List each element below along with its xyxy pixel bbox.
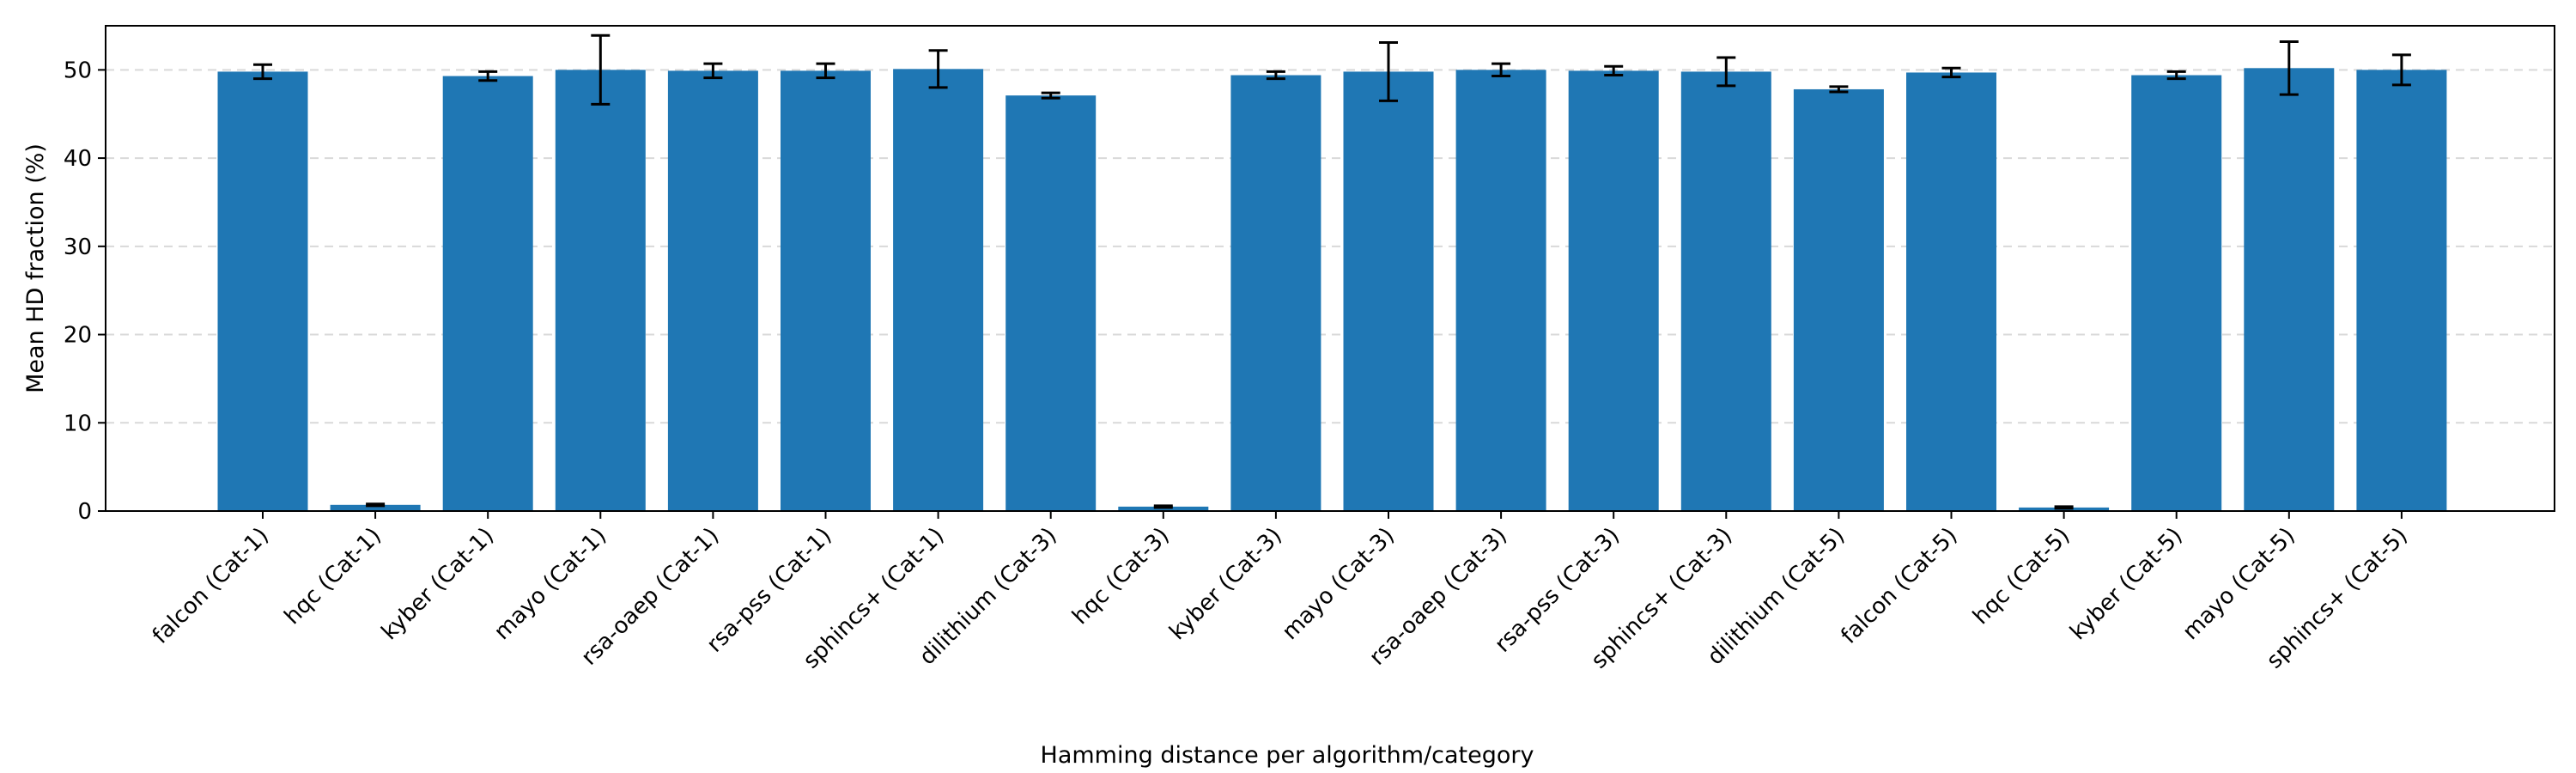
x-tick-label: falcon (Cat-1)	[148, 523, 274, 649]
error-bars	[253, 33, 2411, 510]
bar	[1118, 506, 1209, 511]
x-axis-ticks: falcon (Cat-1) hqc (Cat-1)kyber (Cat-1)ma…	[148, 511, 2413, 674]
x-tick-label: mayo (Cat-3)	[1278, 523, 1400, 645]
y-tick-label: 20	[64, 323, 92, 349]
bar	[1793, 88, 1884, 512]
error-bar	[366, 502, 386, 508]
bar	[217, 71, 308, 511]
bar	[1005, 95, 1097, 512]
error-bar	[2279, 40, 2299, 96]
bar	[1906, 72, 1996, 511]
error-bar	[1153, 504, 1173, 509]
x-tick-label: kyber (Cat-1)	[377, 523, 499, 645]
bar	[1680, 71, 1771, 511]
bar	[2131, 75, 2222, 511]
bar	[2356, 70, 2447, 511]
bar	[2244, 68, 2335, 512]
plot-frame	[105, 25, 2555, 512]
error-bar	[2166, 70, 2186, 81]
error-bar	[591, 33, 611, 106]
error-bar	[1379, 41, 1398, 102]
y-tick-label: 10	[64, 411, 92, 436]
bar	[667, 70, 758, 511]
bar	[781, 70, 871, 511]
y-tick-label: 30	[64, 234, 92, 260]
bar	[330, 504, 421, 511]
bar	[555, 70, 646, 511]
error-bar	[928, 49, 948, 89]
x-tick-label: kyber (Cat-5)	[2065, 523, 2187, 645]
error-bar	[1266, 70, 1285, 81]
bar	[1455, 70, 1546, 511]
error-bar	[478, 70, 498, 82]
y-axis-ticks: 0 10 20 30 40 50	[64, 58, 106, 525]
bar	[1230, 75, 1321, 511]
x-tick-label: falcon (Cat-5)	[1837, 523, 1963, 649]
error-bar	[1041, 91, 1060, 100]
error-bar	[2391, 53, 2411, 87]
error-bar	[1492, 62, 1511, 78]
bar	[893, 69, 984, 511]
y-tick-label: 50	[64, 58, 92, 83]
error-bar	[816, 62, 835, 80]
y-tick-label: 40	[64, 146, 92, 172]
y-axis-label: Mean HD fraction (%)	[22, 143, 49, 393]
error-bar	[1604, 64, 1624, 77]
x-tick-label: mayo (Cat-1)	[489, 523, 611, 645]
x-tick-label: hqc (Cat-1)	[280, 523, 386, 630]
error-bar	[703, 62, 723, 80]
x-axis-label: Hamming distance per algorithm/category	[1041, 742, 1534, 769]
x-tick-label: hqc (Cat-5)	[1968, 523, 2075, 630]
error-bar	[2054, 505, 2074, 510]
error-bar	[1829, 85, 1849, 94]
bar	[1343, 71, 1434, 511]
y-tick-label: 0	[77, 499, 92, 525]
bar	[442, 76, 533, 512]
error-bar	[1941, 66, 1961, 79]
x-tick-label: hqc (Cat-3)	[1067, 523, 1174, 630]
error-bar	[1716, 56, 1736, 88]
bars	[217, 68, 2447, 512]
x-tick-label: kyber (Cat-3)	[1164, 523, 1286, 645]
bar	[1568, 70, 1659, 511]
error-bar	[253, 63, 272, 81]
x-tick-label: mayo (Cat-5)	[2178, 523, 2300, 645]
